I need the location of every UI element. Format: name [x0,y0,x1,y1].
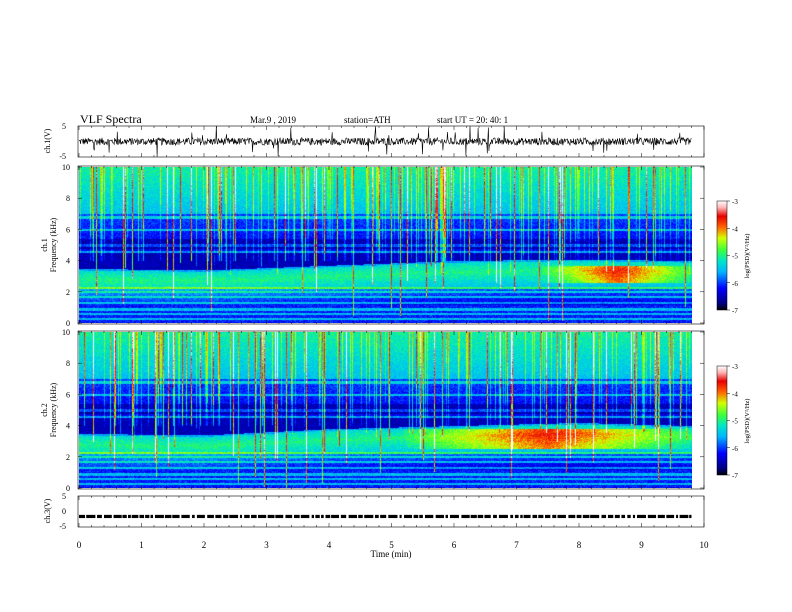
time-tick-label: 7 [514,540,519,550]
ch1-colorbar-label: log(PSD)(V²/Hz) [744,234,751,279]
ch3-ytick-max: 5 [62,492,66,501]
ch3-waveform-panel: 5 0 -5 ch.3(V) [43,492,705,531]
date-label: Mar.9 , 2019 [250,115,296,125]
ch1-waveform-panel: 5 -5 ch.1(V) [43,122,705,161]
time-tick-label: 10 [700,540,710,550]
time-tick-label: 0 [77,540,82,550]
time-axis-label: Time (min) [371,549,412,559]
ch1-waveform-line [78,125,692,157]
ch1-ytick-max: 5 [62,122,66,131]
ch1-spec-ylabel: ch.1 [40,238,49,252]
time-tick-label: 1 [139,540,144,550]
freq-tick-label: 4 [66,257,70,266]
ch1-spectrogram-image [79,167,692,323]
ch3-ytick-zero: 0 [62,507,66,516]
ch2-spectrogram-image [79,332,692,488]
ch2-freq-label: Frequency (kHz) [49,382,58,437]
freq-tick-label: 0 [66,319,70,328]
colorbar-tick-label: -6 [732,280,738,288]
ch1-wave-ylabel: ch.1(V) [43,128,52,153]
freq-tick-label: 10 [62,328,70,337]
ch1-ytick-min: -5 [59,152,66,161]
ch2-colorbar-label: log(PSD)(V²/Hz) [744,399,751,444]
ch2-spec-ylabel: ch.2 [40,403,49,417]
time-axis-ticks: 0 1 2 3 4 5 6 7 8 9 10 [77,126,709,550]
ch1-freq-label: Frequency (kHz) [49,217,58,272]
freq-tick-label: 2 [66,453,70,462]
colorbar-tick-label: -3 [732,363,738,371]
ch2-spec-yticks: 0 2 4 6 8 10 [62,328,704,493]
freq-tick-label: 8 [66,359,70,368]
freq-tick-label: 6 [66,225,70,234]
colorbar-tick-label: -5 [732,418,738,426]
ch1-colorbar: -3 -4 -5 -6 -7 log(PSD)(V²/Hz) [716,198,751,315]
ch2-spectrogram-panel: 0 2 4 6 8 10 ch.2 Frequency (kHz) [40,328,705,493]
freq-tick-label: 8 [66,194,70,203]
colorbar-tick-label: -5 [732,253,738,261]
time-tick-label: 2 [202,540,207,550]
colorbar-tick-label: -7 [732,472,738,480]
ch1-spec-yticks: 0 2 4 6 8 10 [62,163,704,328]
colorbar-tick-label: -4 [732,390,738,398]
colorbar-tick-label: -3 [732,198,738,206]
freq-tick-label: 2 [66,288,70,297]
station-label: station=ATH [344,115,391,125]
time-tick-label: 6 [452,540,457,550]
time-tick-label: 8 [577,540,582,550]
time-tick-label: 3 [264,540,269,550]
time-tick-label: 5 [389,540,394,550]
freq-tick-label: 6 [66,390,70,399]
ch3-ytick-min: -5 [59,522,66,531]
freq-tick-label: 4 [66,422,70,431]
start-time-label: start UT = 20: 40: 1 [437,115,508,125]
time-tick-label: 4 [327,540,332,550]
freq-tick-label: 0 [66,484,70,493]
ch3-wave-ylabel: ch.3(V) [43,498,52,523]
figure-title: VLF Spectra [80,112,142,126]
time-tick-label: 9 [639,540,644,550]
colorbar-tick-label: -6 [732,445,738,453]
ch2-colorbar: -3 -4 -5 -6 -7 log(PSD)(V²/Hz) [716,363,751,480]
colorbar-tick-label: -4 [732,225,738,233]
ch1-spectrogram-panel: 0 2 4 6 8 10 ch.1 Frequency (kHz) [40,163,705,328]
freq-tick-label: 10 [62,163,70,172]
colorbar-tick-label: -7 [732,307,738,315]
